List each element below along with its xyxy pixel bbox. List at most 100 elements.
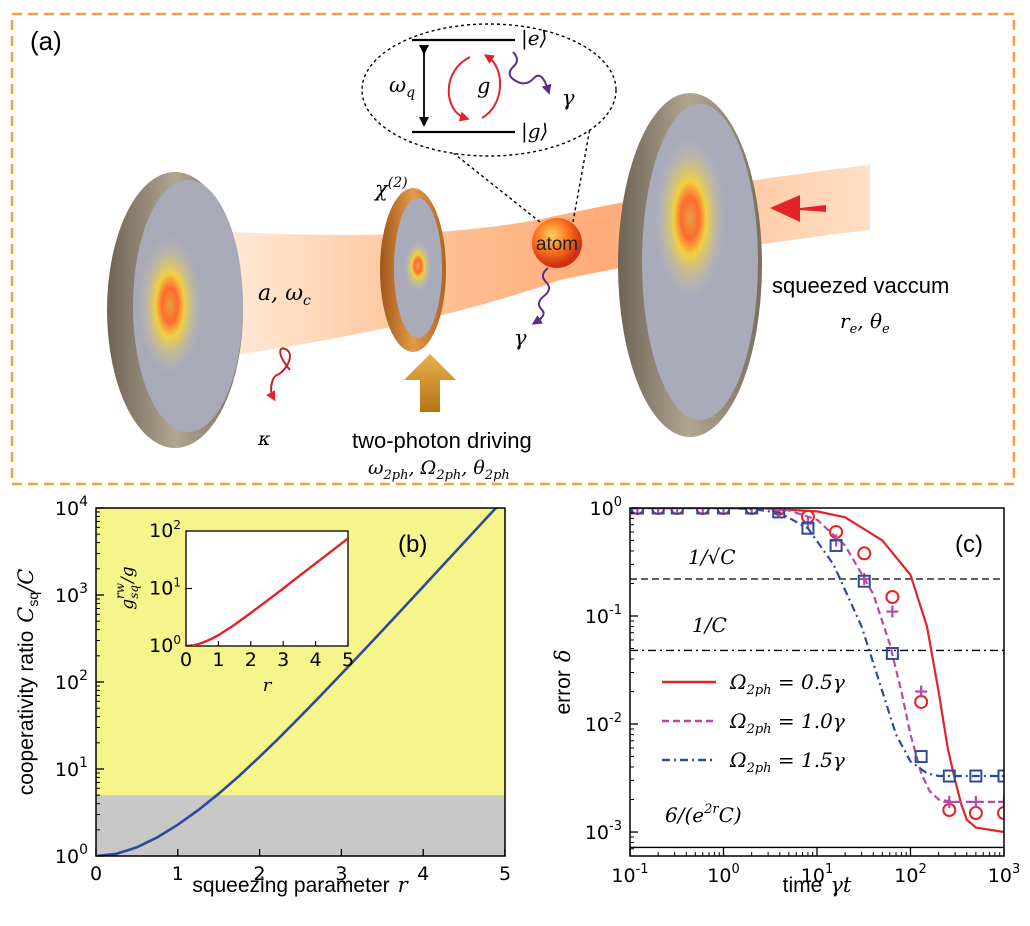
panel-c-marker-square — [651, 508, 665, 515]
panel-a-border — [10, 12, 1016, 486]
panel-c-marker-square — [670, 508, 684, 515]
panel-c-marker-plus — [696, 508, 709, 514]
panel-b-xtick-label: 3 — [335, 863, 347, 885]
driving-params-label: ω2ph, Ω2ph, θ2ph — [368, 457, 510, 483]
panel-c-marker-square — [745, 508, 759, 515]
chi2-label: χ(2) — [373, 175, 408, 201]
panel-c-marker-plus — [969, 795, 982, 808]
panel-c-legend-label: Ω2ph = 1.0γ — [729, 709, 845, 737]
panel-c-ytick-label: 10-3 — [585, 819, 622, 844]
panel-c-marker-square — [857, 574, 871, 588]
panel-c-xtick-label: 102 — [894, 862, 926, 887]
panel-c-xlabel: time γt — [783, 873, 852, 897]
panel-b-ytick-label: 101 — [55, 755, 88, 781]
panel-b-ytick-label: 104 — [55, 494, 88, 520]
panel-c-legend: Ω2ph = 0.5γ Ω2ph = 1.0γ Ω2ph = 1.5γ — [662, 670, 845, 776]
panel-c-marker-plus — [943, 795, 956, 808]
panel-c-ytick-label: 100 — [590, 495, 622, 520]
panel-b-series — [96, 508, 498, 856]
level-diagram: |e⟩ |g⟩ ωq g γ — [361, 23, 617, 157]
panel-c-marker-plus — [886, 605, 899, 618]
panel-c-marker-circle — [968, 806, 983, 821]
panel-c-ytick-label: 10-1 — [585, 603, 622, 628]
panel-b-inset-ytick-label: 100 — [149, 633, 181, 657]
panel-c-marker-plus — [998, 795, 1004, 808]
cavity-loss-arrow — [266, 347, 291, 402]
squeezed-input-arrow — [770, 195, 826, 222]
panel-c-legend-label: Ω2ph = 1.5γ — [729, 748, 845, 776]
panel-c-xtick-label: 101 — [801, 862, 833, 887]
panel-c-marker-square — [801, 521, 815, 535]
panel-b-inset-ticks: 0 1 2 3 4 5 100 101 102 — [149, 518, 354, 671]
zoom-line-left — [446, 147, 541, 223]
panel-c-legend-label: Ω2ph = 0.5γ — [729, 670, 845, 698]
panel-c-marker-square — [829, 538, 843, 552]
panel-b-inset-xlabel: r — [263, 675, 273, 696]
level-g-label: |g⟩ — [521, 119, 548, 144]
left-mirror — [107, 172, 243, 448]
panel-b-label: (b) — [398, 531, 427, 558]
panel-b-inset-ytick-label: 101 — [149, 576, 181, 600]
panel-c-ylabel: errorδ — [551, 650, 575, 715]
panel-b-ytick-label: 100 — [55, 842, 88, 868]
panel-c-marker-square — [696, 508, 710, 515]
panel-a: (a) atom — [10, 12, 1016, 486]
nonlinear-crystal — [380, 188, 446, 352]
panel-c-ytick-label: 10-2 — [585, 711, 622, 736]
panel-c-marker-square — [630, 508, 644, 515]
panel-b-inset-xtick-label: 4 — [310, 649, 322, 671]
coupling-g-label: g — [477, 74, 490, 98]
gamma-bottom-label: γ — [514, 326, 527, 350]
panel-b-inset-frame — [185, 530, 349, 647]
panel-c-marker-circle — [857, 546, 872, 561]
panel-b-inset-series — [186, 537, 348, 646]
panel-b-inset-line-0 — [186, 537, 348, 646]
panel-c-xtick-label: 10-1 — [611, 862, 648, 887]
panel-c-marker-plus — [915, 685, 928, 698]
squeezed-params-label: re, θe — [840, 309, 890, 337]
panel-c-marker-plus — [772, 508, 785, 517]
panel-c-reference-lines — [630, 578, 1004, 849]
panel-c-marker-square — [885, 646, 899, 660]
panel-c-marker-square — [942, 769, 956, 783]
panel-c-marker-circle — [997, 806, 1004, 821]
panel-b-xtick-label: 1 — [172, 863, 184, 885]
panel-b-xtick-label: 2 — [254, 863, 266, 885]
panel-c-xtick-label: 100 — [707, 862, 739, 887]
panel-b-inset-ylabel: gsqrw/g — [113, 566, 141, 609]
panel-b-region-1 — [96, 795, 505, 856]
kappa-label: κ — [257, 428, 271, 450]
panel-c-marker-square — [717, 508, 730, 515]
panel-a-label: (a) — [30, 26, 62, 56]
panel-c-marker-plus — [652, 508, 665, 514]
panel-c-marker-square — [997, 769, 1004, 783]
atom-label: atom — [536, 234, 578, 255]
panel-c-series — [630, 508, 1004, 834]
panel-b-ytick-label: 102 — [55, 668, 88, 694]
panel-c-marker-square — [772, 508, 786, 519]
omega-q-label: ωq — [389, 73, 415, 101]
atom-decay-arrow — [531, 267, 550, 325]
right-mirror — [618, 93, 762, 437]
atom-sphere — [532, 218, 582, 268]
panel-c-marker-plus — [745, 508, 758, 514]
panel-b-xlabel: squeezing parameter r — [192, 873, 409, 897]
panel-b-inset-ytick-label: 102 — [149, 518, 181, 542]
panel-b-inset-xtick-label: 3 — [277, 649, 289, 671]
panel-c-marker-circle — [885, 589, 900, 604]
panel-c-marker-plus — [671, 508, 684, 514]
panel-c-marker-square — [914, 750, 928, 764]
panel-b-xtick-label: 0 — [90, 863, 102, 885]
panel-c-series-line-2 — [630, 508, 1004, 778]
panel-b-ylabel: cooperativity ratioCsq/C — [14, 569, 41, 796]
panel-b-inset-xtick-label: 1 — [212, 649, 224, 671]
ref-line-label-sqrt: 1/√C — [688, 545, 736, 569]
panel-c-series-line-1 — [630, 508, 1004, 803]
cavity-mode-label: a, ωc — [258, 281, 311, 309]
squeezed-label: squeezed vaccum — [772, 273, 949, 298]
panel-b-xtick-label: 5 — [499, 863, 511, 885]
panel-c-marker-circle — [914, 694, 929, 709]
